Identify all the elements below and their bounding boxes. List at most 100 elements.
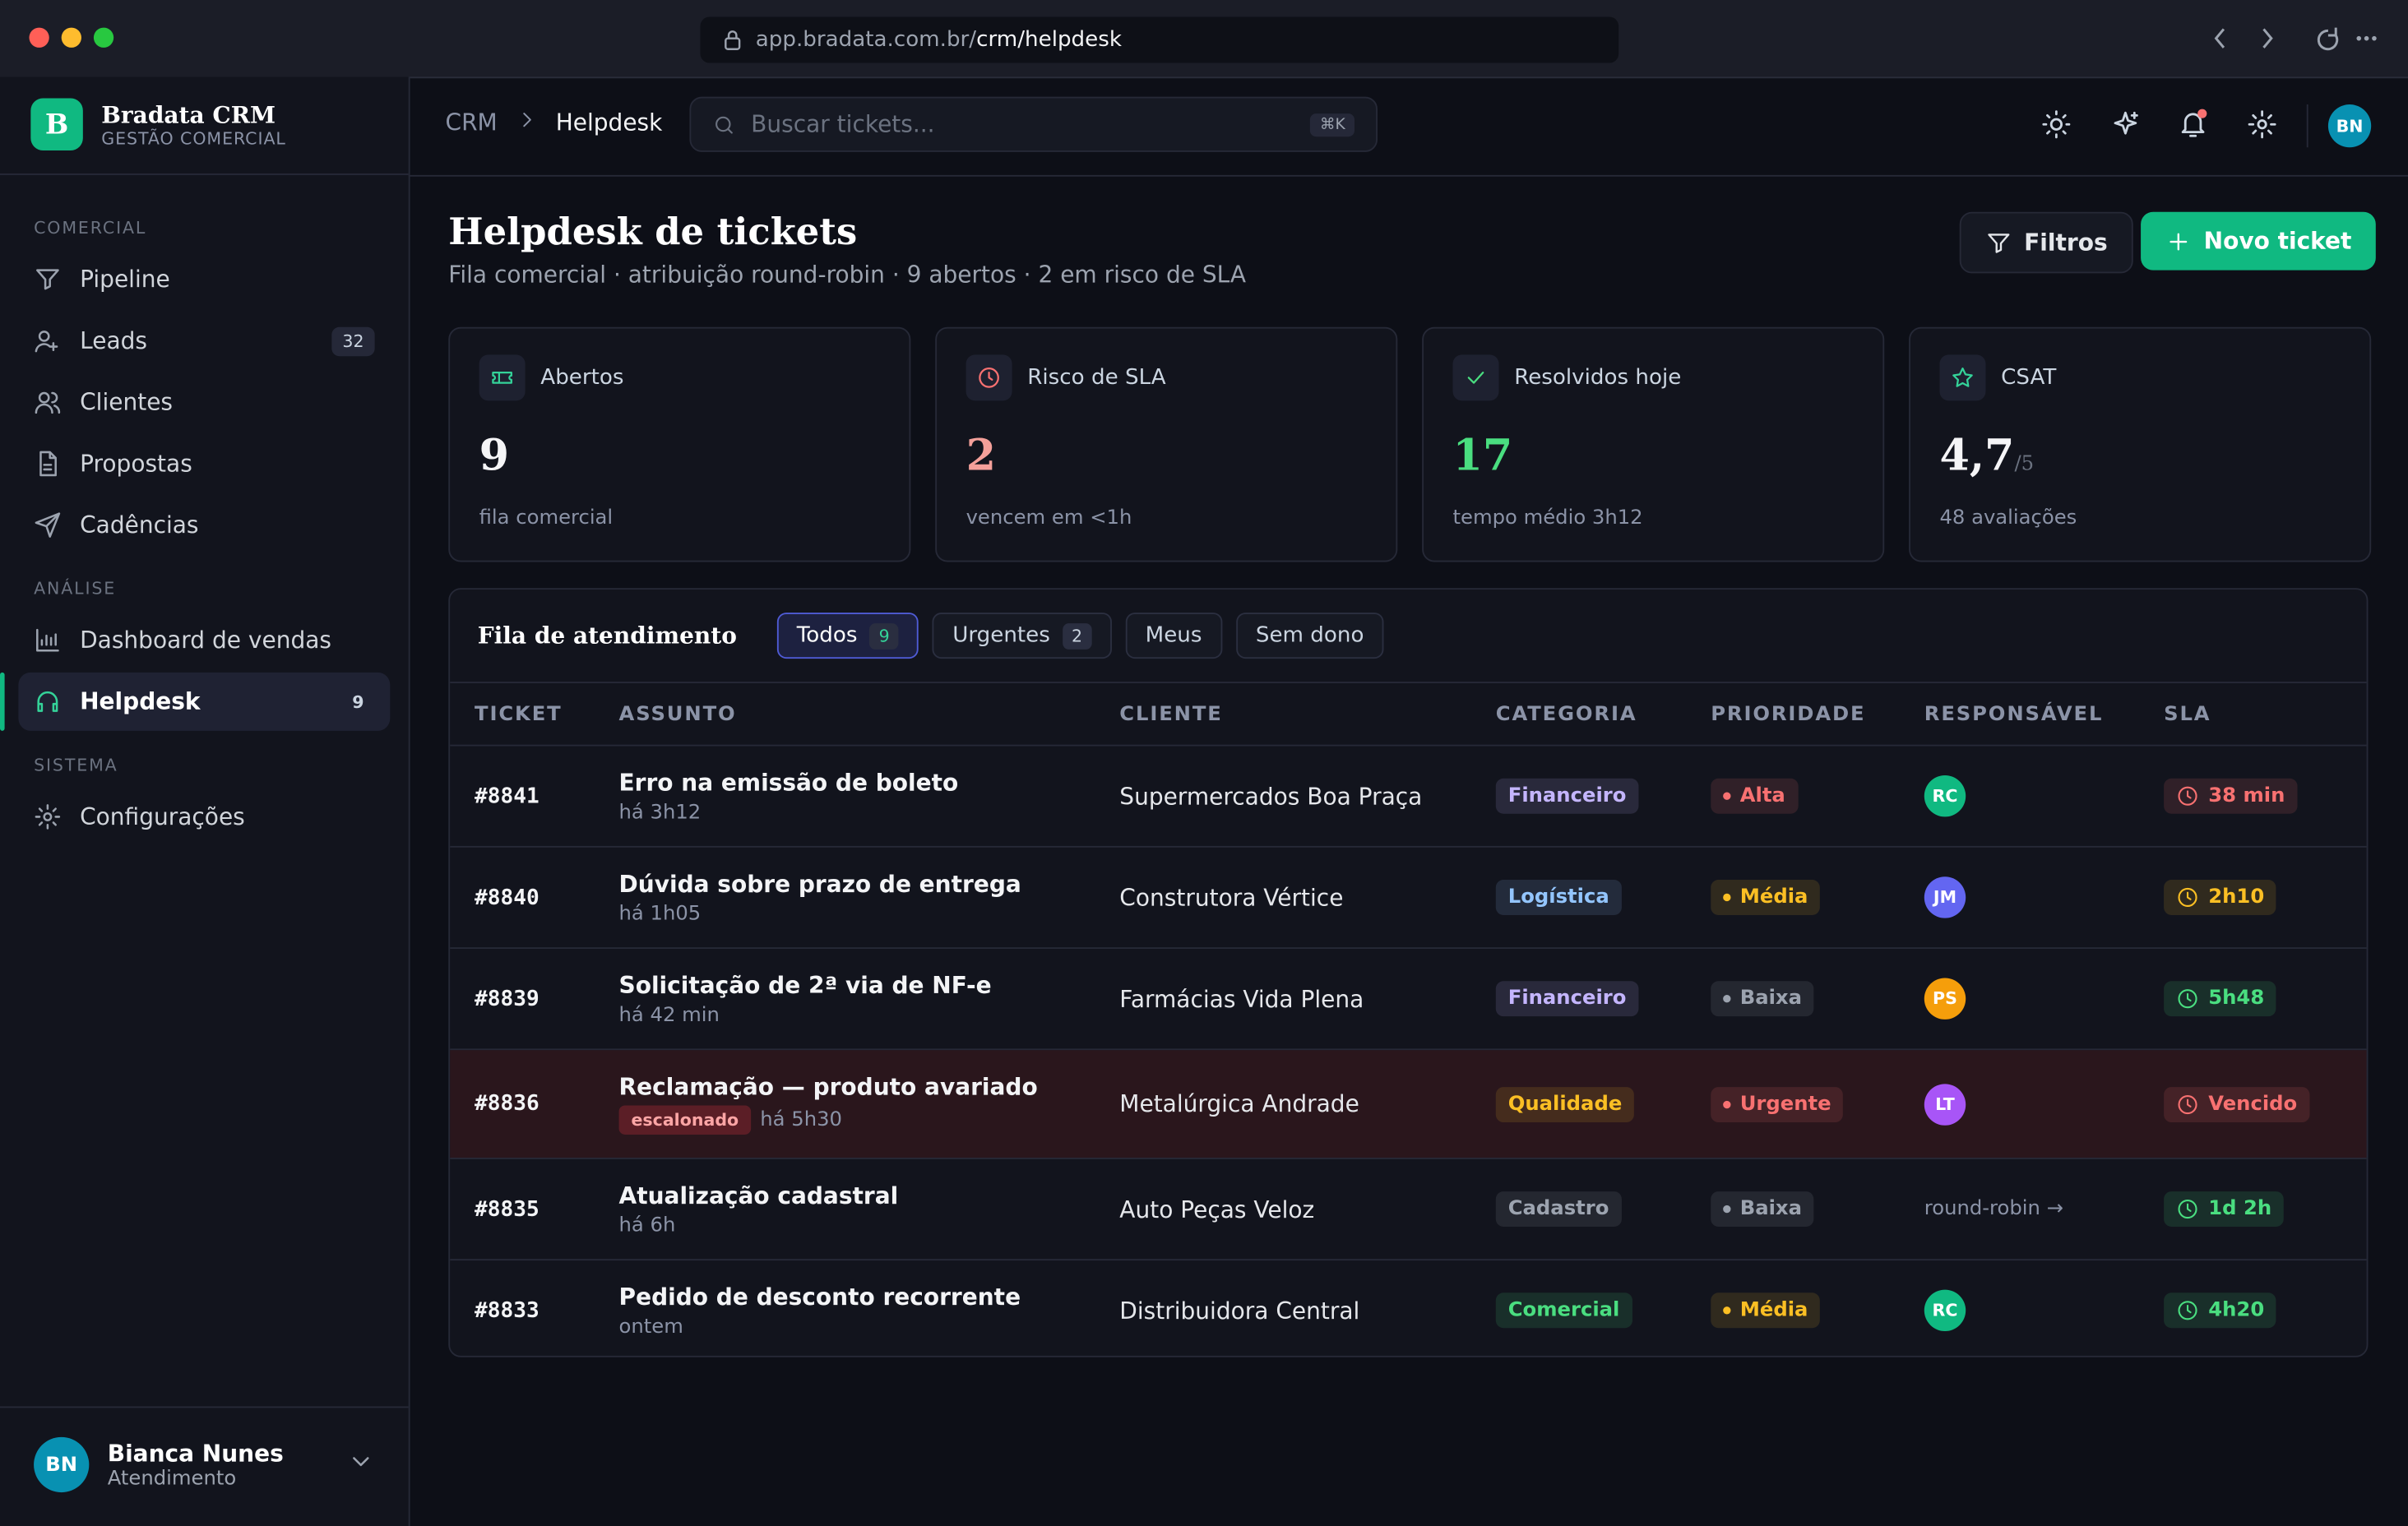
ticket-row[interactable]: #8841 Erro na emissão de boleto há 3h12 Sup…	[450, 747, 2367, 848]
ticket-subject: Reclamação — produto avariado	[618, 1073, 1038, 1101]
category-tag: Comercial	[1495, 1292, 1632, 1329]
stat-header: Resolvidos hoje	[1452, 354, 1681, 401]
ticket-row[interactable]: #8833 Pedido de desconto recorrente ontem D…	[450, 1260, 2366, 1356]
user-avatar: BN	[34, 1436, 90, 1493]
user-card[interactable]: BN Bianca Nunes Atendimento	[34, 1436, 375, 1493]
toolbar-button[interactable]	[2178, 109, 2208, 146]
ticket-row[interactable]: #8839 Solicitação de 2ª via de NF-e há 42 …	[450, 949, 2367, 1051]
ticket-meta: há 42 min	[619, 1003, 1120, 1026]
stat-label: Risco de SLA	[1027, 365, 1166, 391]
user-role: Atendimento	[107, 1467, 237, 1491]
nav-item[interactable]: Configurações	[18, 788, 390, 846]
column-header: TICKET	[475, 702, 563, 726]
ticket-subject: Atualização cadastral	[618, 1181, 899, 1209]
breadcrumb-item[interactable]: CRM	[445, 109, 498, 137]
icon	[2178, 989, 2197, 1009]
table-header: TICKET ASSUNTO CLIENTE CATEGORIA PRIORIDADE R…	[450, 683, 2367, 747]
active-indicator	[0, 672, 5, 731]
new-ticket-button[interactable]: Novo ticket	[2141, 211, 2377, 271]
filters-button[interactable]: Filtros	[1959, 211, 2134, 274]
priority-tag: Baixa	[1711, 981, 1814, 1017]
priority-tag-text: Baixa	[1739, 987, 1802, 1010]
column-header: ASSUNTO	[618, 702, 737, 726]
category-tag-text: Qualidade	[1507, 1092, 1623, 1116]
minimize-button[interactable]	[61, 27, 81, 48]
ticket-row[interactable]: #8835 Atualização cadastral há 6h Auto Peça…	[450, 1159, 2367, 1261]
ticket-subject-cell: Erro na emissão de boleto há 3h12	[619, 769, 1120, 824]
stat-icon	[966, 354, 1012, 401]
page-title: Helpdesk de tickets	[448, 208, 858, 254]
column-header: SLA	[2164, 702, 2211, 726]
ticket-tag: escalonado	[618, 1105, 752, 1135]
ticket-client: Supermercados Boa Praça	[1119, 782, 1423, 811]
ticket-row[interactable]: #8840 Dúvida sobre prazo de entrega há 1h0…	[450, 848, 2367, 950]
nav-item[interactable]: Clientes	[18, 373, 390, 432]
priority-dot	[1723, 1099, 1731, 1108]
column-header: RESPONSÁVEL	[1924, 702, 2104, 726]
priority-dot	[1723, 995, 1731, 1003]
sla-text: 2h10	[2208, 886, 2265, 909]
search-placeholder: Buscar tickets...	[751, 110, 935, 139]
section-title: SISTEMA	[34, 755, 118, 776]
tab-count: 2	[1062, 622, 1092, 649]
stat-icon	[1939, 354, 1986, 401]
icon	[2248, 110, 2276, 139]
ticket-client: Distribuidora Central	[1119, 1296, 1360, 1325]
nav-label: Propostas	[80, 450, 192, 478]
category-tag: Financeiro	[1495, 981, 1639, 1017]
category-tag-text: Logística	[1507, 886, 1609, 909]
sla-cell: 5h48	[2164, 981, 2366, 1017]
stat-number: 2	[966, 429, 996, 481]
icon	[35, 331, 58, 353]
category-cell: Cadastro	[1495, 1191, 1711, 1228]
icon	[2042, 110, 2071, 139]
nav-item[interactable]: Dashboard de vendas	[18, 611, 390, 669]
ticket-subject: Pedido de desconto recorrente	[618, 1283, 1021, 1311]
brand-logo: B	[30, 98, 83, 151]
nav-label: Cadências	[80, 511, 199, 539]
nav-badge: 32	[331, 326, 375, 356]
toolbar-button[interactable]	[2247, 109, 2277, 146]
nav-item[interactable]: Leads 32	[18, 312, 390, 370]
nav-item[interactable]: Cadências	[18, 496, 390, 554]
icon	[522, 113, 531, 127]
toolbar-button[interactable]	[2110, 109, 2141, 146]
filter-tab[interactable]: Meus	[1125, 613, 1222, 659]
icon	[1467, 372, 1484, 384]
priority-tag: Média	[1711, 1292, 1821, 1329]
nav-item[interactable]: Pipeline	[18, 250, 390, 308]
sla-cell: 1d 2h	[2164, 1191, 2366, 1228]
browser-controls[interactable]	[2206, 23, 2390, 53]
nav-label: Clientes	[80, 388, 174, 417]
owner-avatar: PS	[1924, 978, 1966, 1020]
filter-tab[interactable]: Urgentes 2	[932, 613, 1112, 659]
address-bar[interactable]: app.bradata.com.br/crm/helpdesk	[700, 16, 1619, 63]
nav-item[interactable]: Propostas	[18, 434, 390, 492]
tab-count: 9	[869, 622, 899, 649]
owner-cell: PS	[1924, 978, 2164, 1020]
ticket-meta: há 3h12	[619, 801, 1120, 824]
ticket-meta: escalonado há 5h30	[618, 1105, 1120, 1135]
priority-tag: Urgente	[1711, 1086, 1844, 1122]
sla-tag: 2h10	[2164, 879, 2277, 915]
filter-tab[interactable]: Todos 9	[776, 613, 919, 659]
user-menu-toggle[interactable]	[347, 1448, 375, 1482]
icon	[35, 804, 61, 830]
sla-cell: Vencido	[2164, 1086, 2366, 1122]
profile-avatar[interactable]: BN	[2327, 104, 2372, 148]
stat-value: 17	[1453, 430, 1513, 481]
nav-item[interactable]: Helpdesk 9	[0, 672, 391, 731]
priority-dot	[1723, 1205, 1731, 1214]
stat-icon	[479, 354, 526, 401]
maximize-button[interactable]	[93, 27, 114, 48]
search-box[interactable]: Buscar tickets... ⌘K	[689, 96, 1378, 152]
toolbar-button[interactable]	[2041, 109, 2072, 146]
close-button[interactable]	[29, 27, 49, 48]
stat-card: Resolvidos hoje 17 tempo médio 3h12	[1422, 326, 1885, 562]
filter-tab[interactable]: Sem dono	[1235, 613, 1384, 659]
ticket-client: Farmácias Vida Plena	[1119, 984, 1364, 1013]
priority-cell: Média	[1711, 1292, 1924, 1329]
divider	[0, 1406, 409, 1408]
ticket-row[interactable]: #8836 Reclamação — produto avariado escalo…	[450, 1050, 2367, 1159]
